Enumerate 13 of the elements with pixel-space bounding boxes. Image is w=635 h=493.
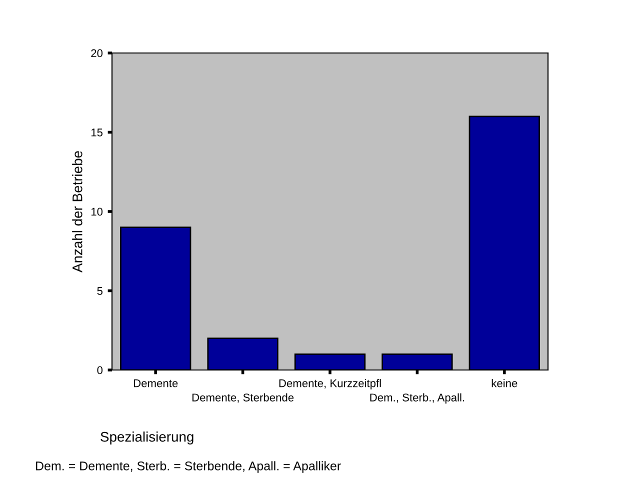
text: Dem. = Demente, Sterb. = Sterbende, Apall. = Apalliker: [36, 461, 341, 473]
x-axis-title: Spezialisierung: [100, 432, 194, 444]
y-axis-title: Anzahl der Betriebe: [72, 151, 82, 272]
y-tick-label: 20: [91, 49, 103, 58]
y-tick-label: 15: [91, 128, 103, 136]
x-tick-label: keine: [492, 379, 518, 388]
y-tick-label: 5: [97, 287, 103, 295]
x-tick-label: Demente, Kurzzeitpfl: [279, 379, 381, 390]
x-tick-label: Demente, Sterbende: [192, 393, 294, 403]
y-tick-label: 10: [91, 208, 103, 216]
y-tick-label: 0: [97, 366, 103, 374]
x-tick-label: Dem., Sterb., Apall.: [370, 393, 464, 404]
x-tick-label: Demente: [134, 379, 178, 388]
